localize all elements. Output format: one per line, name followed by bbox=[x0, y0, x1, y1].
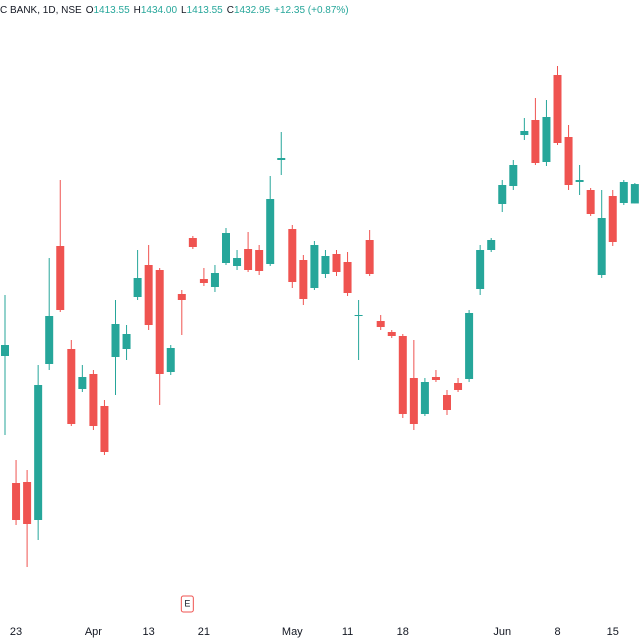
candle-body bbox=[45, 316, 54, 364]
x-tick-label: 23 bbox=[10, 626, 22, 638]
legend: C BANK, 1D, NSE O1413.55 H1434.00 L1413.55 C… bbox=[0, 5, 349, 16]
candle-body bbox=[619, 182, 628, 203]
x-tick-label: 21 bbox=[198, 626, 210, 638]
candle-body bbox=[443, 395, 451, 410]
candle-body bbox=[56, 246, 65, 310]
candle-body bbox=[210, 273, 219, 287]
candle-body bbox=[575, 180, 584, 182]
candle-body bbox=[177, 294, 186, 300]
x-tick-label: 11 bbox=[342, 626, 353, 638]
x-tick-label: 13 bbox=[143, 626, 155, 638]
candle-body bbox=[520, 131, 529, 135]
candle-body bbox=[199, 279, 208, 283]
candle-body bbox=[476, 250, 485, 289]
candle-body bbox=[332, 254, 341, 272]
candle-body bbox=[288, 229, 297, 282]
candle-body bbox=[188, 238, 197, 247]
candle-body bbox=[354, 315, 363, 316]
candle-body bbox=[586, 190, 595, 214]
x-tick-label: Jun bbox=[493, 626, 511, 638]
candle-body bbox=[34, 385, 43, 520]
candle-body bbox=[542, 117, 551, 162]
candle-body bbox=[509, 165, 518, 186]
legend-key: H bbox=[133, 5, 141, 16]
candle-body bbox=[266, 199, 275, 264]
candle-body bbox=[277, 158, 286, 160]
candle-body bbox=[365, 240, 374, 274]
candle-body bbox=[1, 345, 9, 356]
change: +12.35 (+0.87%) bbox=[274, 5, 349, 16]
candle-body bbox=[23, 482, 32, 524]
candle-body bbox=[310, 245, 319, 288]
candle-body bbox=[420, 382, 429, 414]
candle-body bbox=[122, 334, 131, 349]
candle-body bbox=[244, 249, 253, 270]
candle-body bbox=[409, 378, 418, 424]
candle-body bbox=[376, 321, 385, 327]
candle-body bbox=[343, 262, 352, 293]
candle-body bbox=[608, 196, 617, 242]
legend-value: 1432.95 bbox=[233, 5, 271, 16]
candle-body bbox=[387, 332, 396, 336]
legend-key: O bbox=[85, 5, 94, 16]
candle-body bbox=[531, 120, 540, 163]
candle-body bbox=[222, 233, 230, 263]
candle-body bbox=[597, 218, 606, 275]
candle-body bbox=[67, 349, 76, 424]
candle-body bbox=[487, 240, 496, 250]
candle-body bbox=[100, 406, 109, 452]
candle-body bbox=[144, 265, 153, 325]
event-label: E bbox=[184, 598, 190, 608]
candle-body bbox=[233, 258, 242, 266]
candle-body bbox=[431, 377, 440, 380]
x-tick-label: 18 bbox=[397, 626, 409, 638]
legend-key: C bbox=[226, 5, 234, 16]
legend-value: 1413.55 bbox=[93, 5, 130, 16]
candle-body bbox=[89, 374, 98, 426]
candle-body bbox=[133, 278, 142, 297]
candle-body bbox=[255, 250, 264, 271]
candle-body bbox=[498, 185, 507, 204]
x-tick-label: 15 bbox=[607, 626, 619, 638]
candle-body bbox=[78, 377, 87, 389]
legend-key: L bbox=[181, 5, 187, 16]
candle-body bbox=[630, 184, 639, 204]
candle-body bbox=[465, 313, 474, 379]
candle-body bbox=[454, 383, 463, 390]
symbol: C BANK, 1D, NSE bbox=[0, 5, 82, 16]
candle-body bbox=[111, 324, 120, 357]
candle-body bbox=[12, 483, 21, 520]
legend-value: 1434.00 bbox=[140, 5, 178, 16]
candle-body bbox=[321, 256, 330, 274]
candle-body bbox=[553, 75, 562, 143]
candle-body bbox=[299, 260, 308, 299]
x-tick-label: May bbox=[282, 626, 303, 638]
ohlc: O1413.55 H1434.00 L1413.55 C1432.95 bbox=[82, 5, 270, 16]
candle-body bbox=[155, 270, 164, 374]
candle-body bbox=[398, 336, 407, 414]
legend-value: 1413.55 bbox=[186, 5, 223, 16]
candle-body bbox=[564, 137, 573, 185]
candle-body bbox=[166, 348, 175, 372]
event-marker bbox=[180, 595, 194, 613]
x-tick-label: 8 bbox=[554, 626, 560, 638]
x-tick-label: Apr bbox=[85, 626, 102, 638]
